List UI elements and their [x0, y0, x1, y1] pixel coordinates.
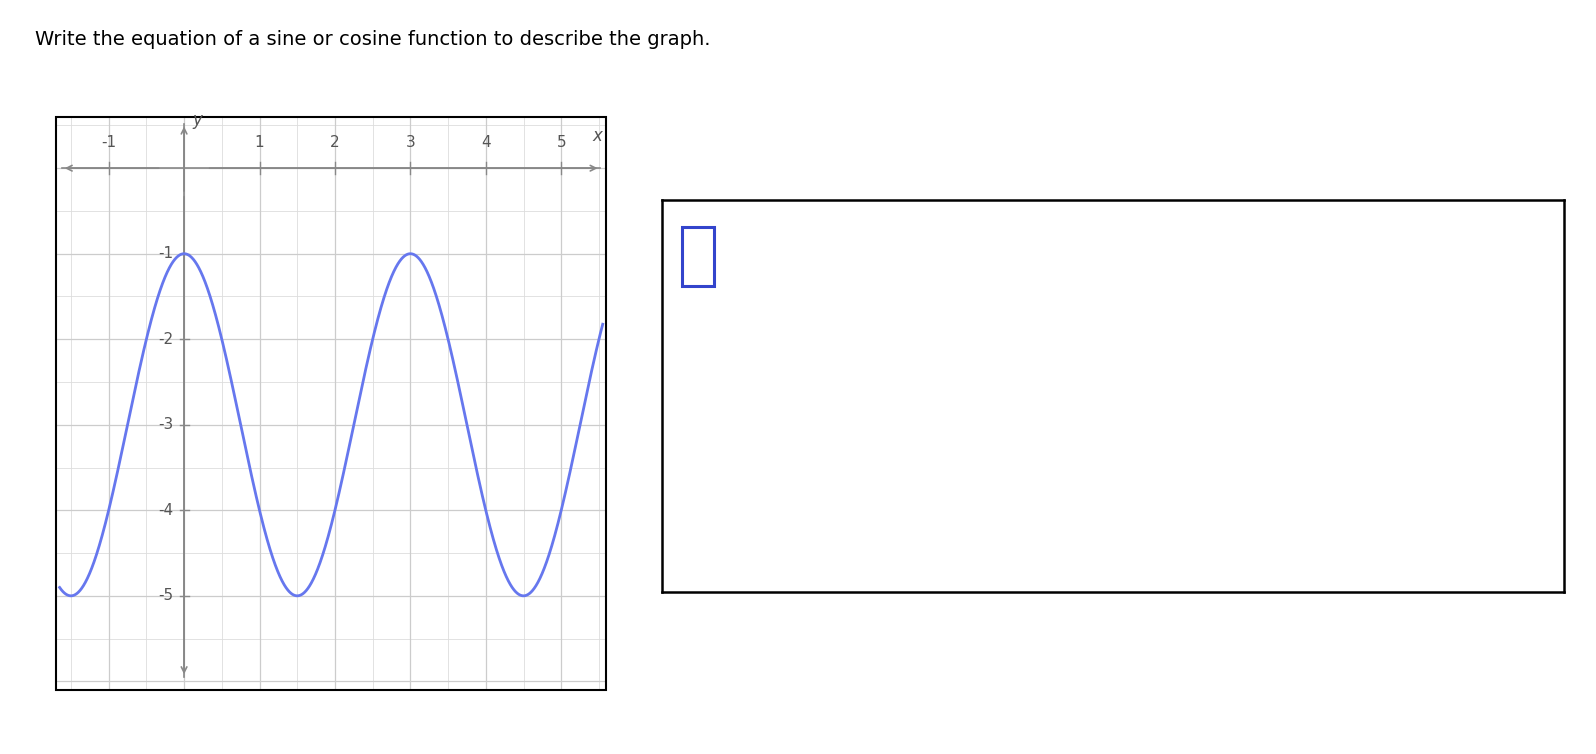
Text: -1: -1: [158, 247, 174, 261]
Text: -5: -5: [158, 588, 174, 603]
Text: y: y: [193, 112, 203, 130]
Text: 2: 2: [330, 135, 340, 150]
Text: 5: 5: [557, 135, 567, 150]
Text: Write the equation of a sine or cosine function to describe the graph.: Write the equation of a sine or cosine f…: [35, 30, 710, 49]
Text: -4: -4: [158, 503, 174, 518]
Text: x: x: [592, 127, 602, 145]
Text: 3: 3: [405, 135, 415, 150]
Text: -2: -2: [158, 332, 174, 347]
Text: 4: 4: [480, 135, 490, 150]
Text: -3: -3: [158, 417, 174, 432]
Text: -1: -1: [101, 135, 117, 150]
Text: 1: 1: [255, 135, 265, 150]
FancyBboxPatch shape: [681, 227, 713, 286]
